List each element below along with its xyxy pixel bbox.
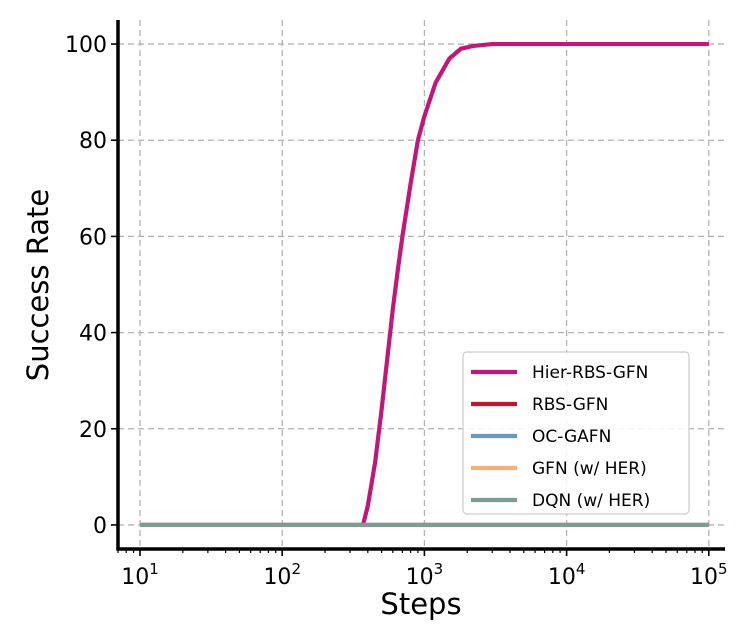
- legend-entries: Hier-RBS-GFN RBS-GFN OC-GAFN GFN (w/ HER) DQ…: [471, 363, 650, 511]
- legend-label: OC-GAFN: [532, 427, 611, 447]
- y-tick-label: 0: [93, 514, 107, 539]
- legend-label: GFN (w/ HER): [532, 459, 647, 479]
- y-tick-label: 100: [65, 33, 107, 58]
- y-tick-label: 20: [79, 418, 107, 443]
- legend: Hier-RBS-GFN RBS-GFN OC-GAFN GFN (w/ HER) DQ…: [462, 351, 690, 515]
- legend-label: RBS-GFN: [532, 395, 608, 415]
- legend-frame: [462, 351, 690, 515]
- x-tick-label: 101: [121, 560, 159, 590]
- series-line-hier-rbs-gfn: [140, 41, 709, 528]
- legend-label: Hier-RBS-GFN: [532, 363, 648, 383]
- y-axis-label: Success Rate: [21, 189, 55, 381]
- y-tick-label: 80: [79, 129, 107, 154]
- y-tick-label: 40: [79, 322, 107, 347]
- legend-label: DQN (w/ HER): [532, 491, 650, 511]
- x-ticks: 101 102 103 104 105: [117, 549, 728, 590]
- x-tick-label: 104: [548, 560, 586, 590]
- x-axis-label: Steps: [380, 587, 461, 621]
- x-tick-label: 102: [263, 560, 301, 590]
- y-ticks: 0 20 40 60 80 100: [65, 33, 118, 539]
- x-tick-label: 105: [690, 560, 728, 590]
- axes: [116, 20, 725, 551]
- y-tick-label: 60: [79, 225, 107, 250]
- x-tick-label: 103: [406, 560, 444, 590]
- series-lines: [140, 41, 709, 528]
